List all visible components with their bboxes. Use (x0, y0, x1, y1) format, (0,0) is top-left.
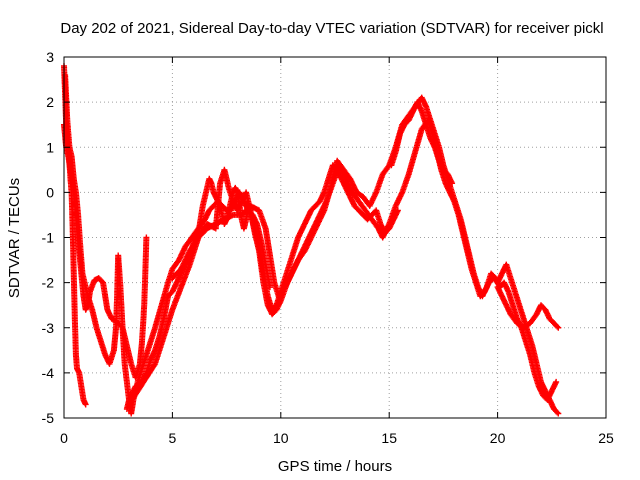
y-tick-label: -5 (42, 410, 55, 426)
y-tick-label: 2 (46, 94, 54, 110)
y-tick-label: 1 (46, 139, 54, 155)
y-tick-label: -3 (42, 320, 55, 336)
x-tick-label: 0 (60, 430, 68, 446)
data-point (555, 410, 562, 417)
data-point (82, 401, 89, 408)
x-axis-label: GPS time / hours (278, 458, 392, 475)
data-point (554, 409, 561, 416)
y-axis-label: SDTVAR / TECUs (6, 178, 23, 298)
x-tick-label: 15 (381, 430, 397, 446)
y-tick-label: -2 (42, 275, 55, 291)
x-tick-label: 25 (598, 430, 614, 446)
axis-ticks: 0 5 10 15 20 25 -5 -4 -3 -2 -1 0 1 2 3 (42, 49, 614, 446)
y-tick-label: 0 (46, 184, 54, 200)
data-point (449, 180, 456, 187)
chart-title: Day 202 of 2021, Sidereal Day-to-day VTE… (60, 20, 603, 37)
x-tick-label: 5 (169, 430, 177, 446)
grid-lines (64, 57, 606, 418)
y-tick-label: -1 (42, 230, 55, 246)
data-point (555, 324, 562, 331)
data-point (143, 234, 150, 241)
y-tick-label: -4 (42, 365, 55, 381)
data-point (151, 362, 158, 369)
data-point (554, 323, 561, 330)
y-tick-label: 3 (46, 49, 54, 65)
x-tick-label: 10 (273, 430, 289, 446)
data-point (553, 378, 560, 385)
x-tick-label: 20 (490, 430, 506, 446)
